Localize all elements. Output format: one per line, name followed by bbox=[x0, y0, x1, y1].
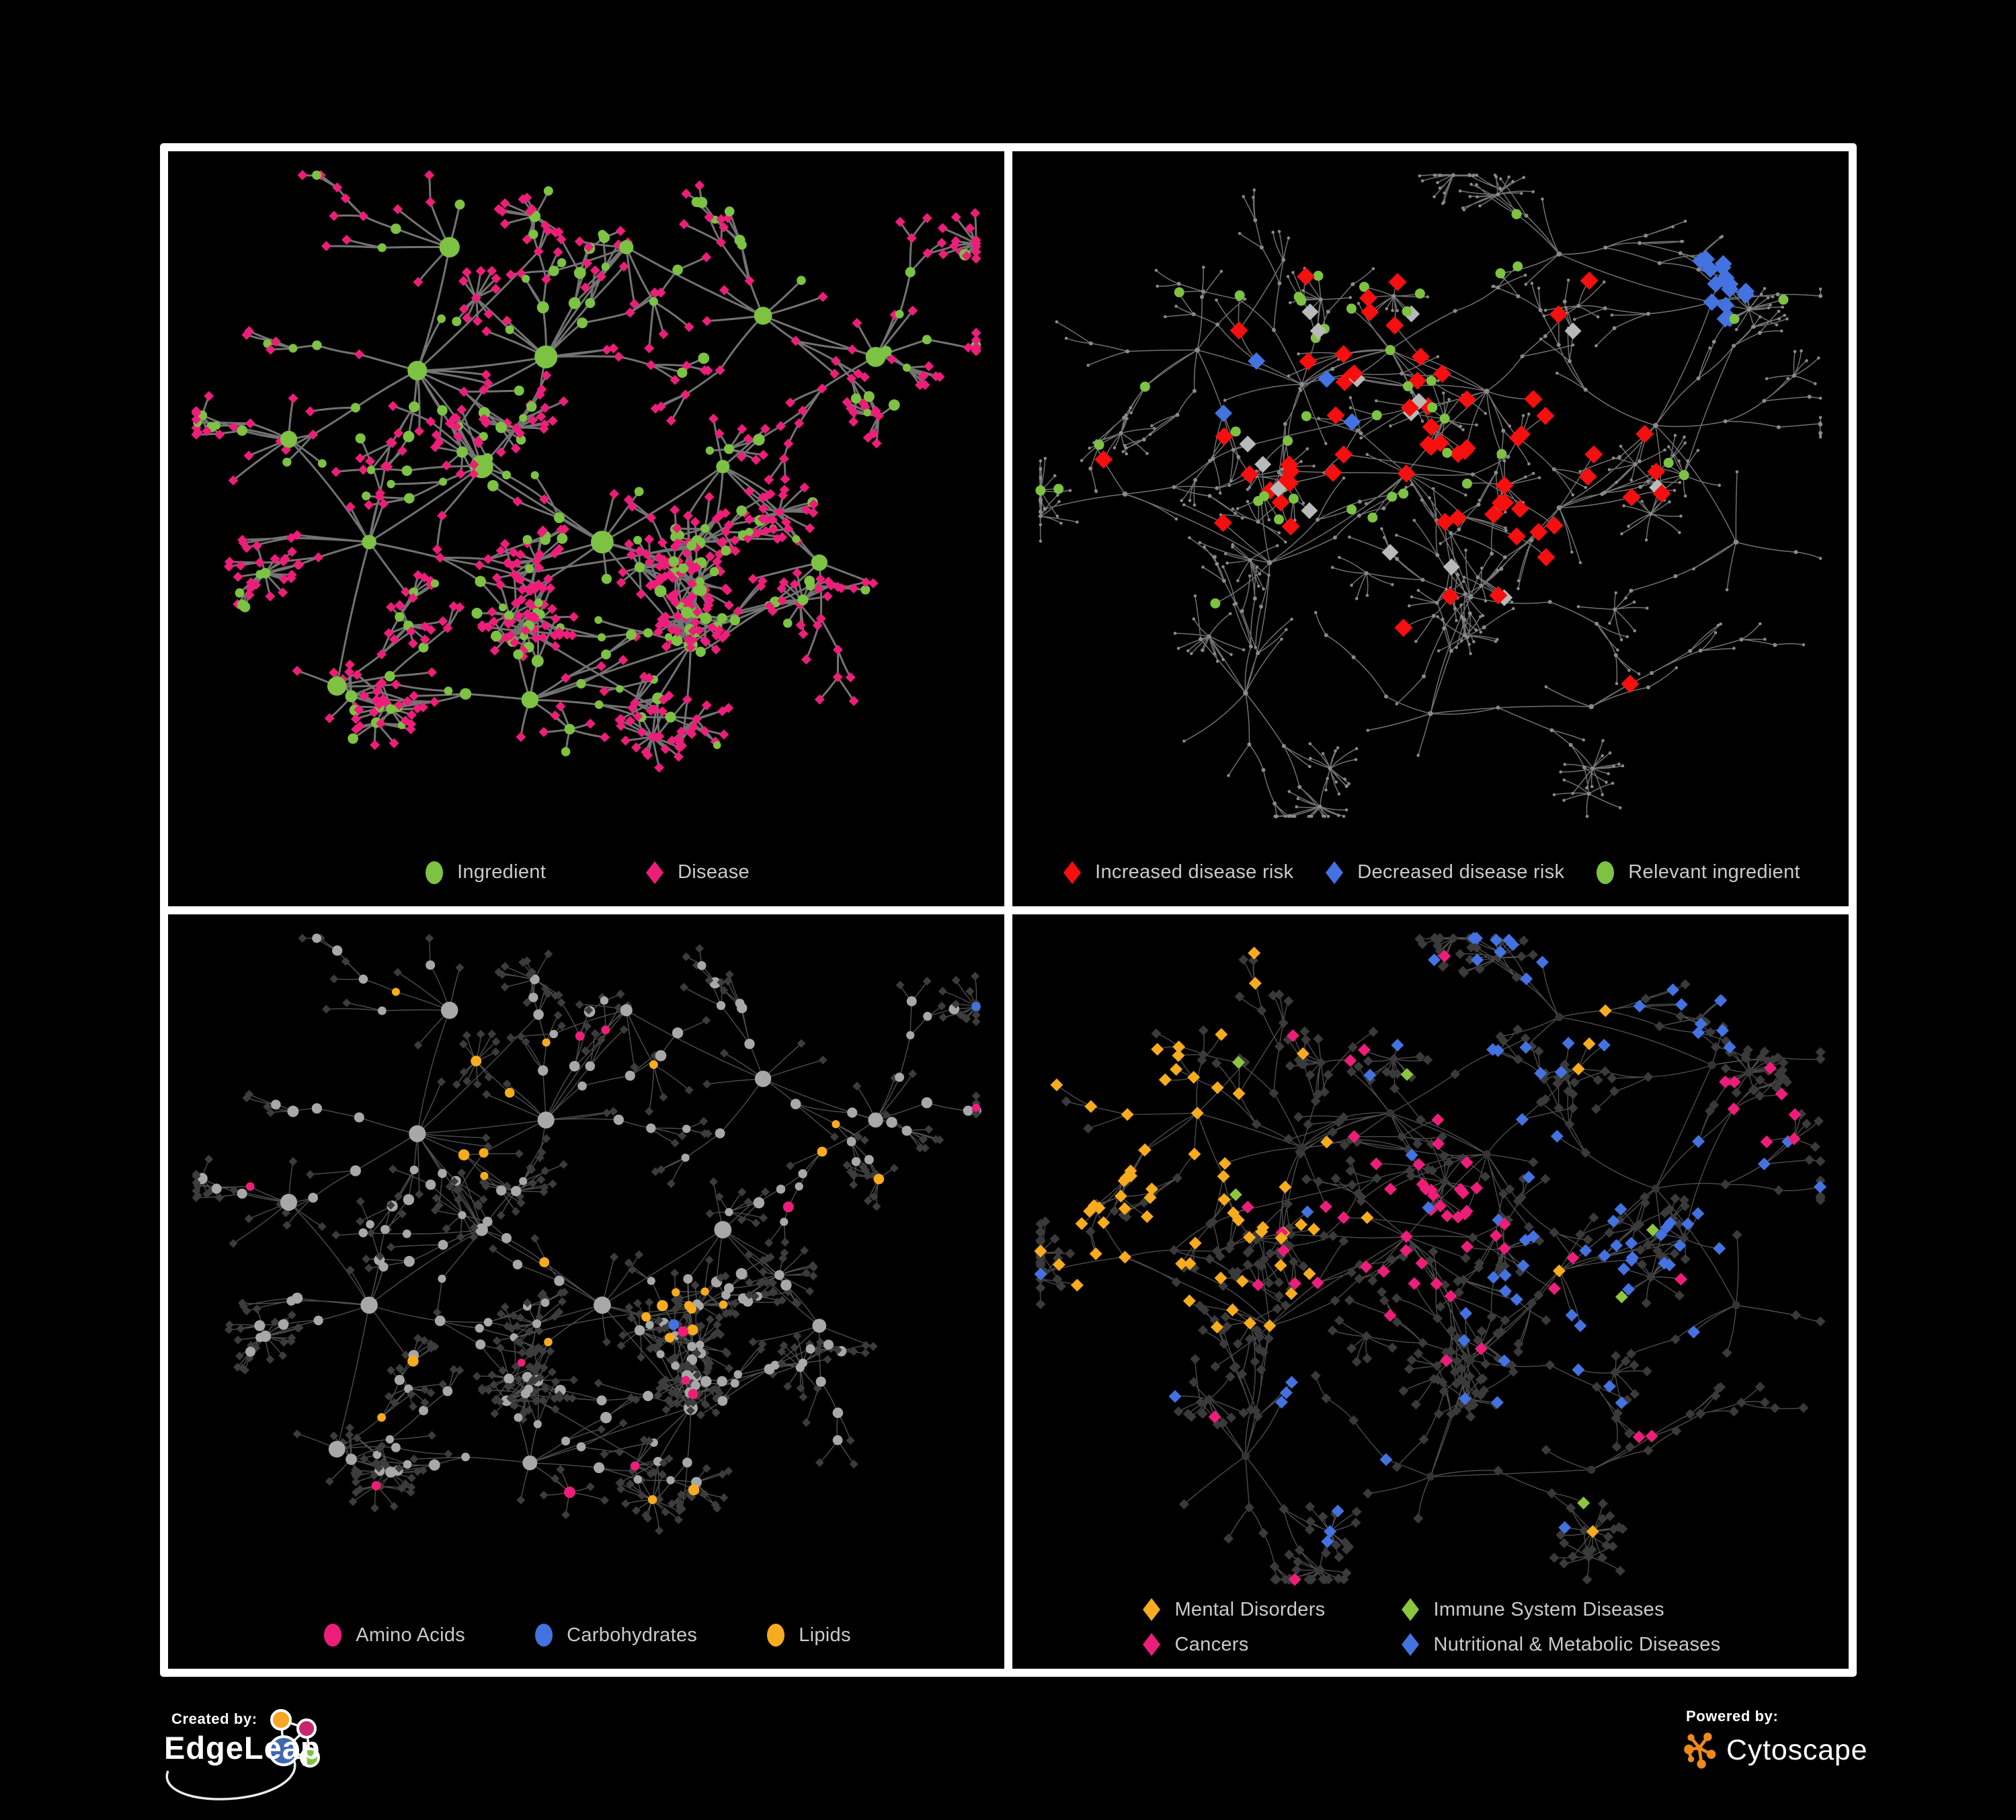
legend-label: Disease bbox=[678, 861, 750, 883]
cytoscape-brand-text: Cytoscape bbox=[1726, 1733, 1868, 1766]
diamond-marker-icon bbox=[1326, 861, 1344, 884]
legend-label: Relevant ingredient bbox=[1628, 861, 1800, 883]
base-nodes bbox=[1038, 173, 1823, 819]
legend-label: Carbohydrates bbox=[567, 1624, 698, 1646]
legend-label: Nutritional & Metabolic Diseases bbox=[1433, 1633, 1721, 1655]
legend-item-lipids: Lipids bbox=[764, 1622, 851, 1649]
legend-item-mental-disorders: Mental Disorders bbox=[1140, 1596, 1325, 1623]
diamond-marker-icon bbox=[1143, 1633, 1161, 1656]
diamond-marker-icon bbox=[1402, 1598, 1420, 1621]
powered-by-block: Powered by: Cytoscape bbox=[1682, 1708, 1924, 1795]
powered-by-label: Powered by: bbox=[1686, 1708, 1779, 1725]
legend-label: Immune System Diseases bbox=[1433, 1598, 1664, 1620]
panel-disease-risk: Increased disease risk Decreased disease … bbox=[1012, 151, 1849, 906]
legend-label: Ingredient bbox=[457, 861, 547, 883]
diamond-marker-icon bbox=[646, 861, 664, 884]
base-nodes bbox=[1035, 933, 1826, 1585]
highlight-nodes bbox=[1034, 931, 1827, 1586]
cytoscape-network-icon bbox=[1684, 1733, 1716, 1769]
legend-item-carbohydrates: Carbohydrates bbox=[532, 1622, 697, 1649]
legend-item-relevant-ingredient: Relevant ingredient bbox=[1594, 859, 1800, 886]
highlight-nodes bbox=[245, 987, 981, 1504]
panel-ingredient-disease: Ingredient Disease bbox=[168, 151, 1004, 906]
legend-item-increased-disease-risk: Increased disease risk bbox=[1061, 859, 1293, 886]
circle-marker-icon bbox=[535, 1624, 553, 1647]
legend-item-ingredient: Ingredient bbox=[423, 859, 546, 886]
legend-label: Increased disease risk bbox=[1095, 861, 1294, 883]
legend-disease-categories: Mental Disorders Immune System Diseases Ca… bbox=[1012, 1596, 1849, 1658]
legend-label: Decreased disease risk bbox=[1357, 861, 1565, 883]
panel-grid-frame: Ingredient Disease Increased disease risk… bbox=[160, 143, 1857, 1677]
edge-lines bbox=[1039, 173, 1822, 817]
network-ingredient-disease bbox=[191, 170, 981, 773]
circle-marker-icon bbox=[767, 1624, 785, 1647]
legend-disease-risk: Increased disease risk Decreased disease … bbox=[1012, 859, 1849, 886]
edgeleap-brand-text: EdgeLeap bbox=[164, 1730, 321, 1766]
cytoscape-logo-row: Cytoscape bbox=[1682, 1731, 1924, 1770]
legend-label: Lipids bbox=[799, 1624, 851, 1646]
panel-nutrient-categories: Amino Acids Carbohydrates Lipids bbox=[168, 914, 1004, 1669]
created-by-block: Created by: EdgeLeap bbox=[161, 1706, 538, 1819]
circle-marker-icon bbox=[324, 1624, 342, 1647]
edge-lines bbox=[1039, 937, 1821, 1580]
highlight-nodes bbox=[1035, 209, 1789, 693]
legend-item-amino-acids: Amino Acids bbox=[321, 1622, 465, 1649]
legend-ingredient-disease: Ingredient Disease bbox=[168, 859, 1004, 886]
network-nutrient-categories bbox=[192, 933, 981, 1535]
legend-item-immune-system-diseases: Immune System Diseases bbox=[1399, 1596, 1664, 1623]
created-by-label: Created by: bbox=[171, 1710, 257, 1727]
legend-label: Amino Acids bbox=[356, 1624, 466, 1646]
legend-label: Cancers bbox=[1174, 1633, 1249, 1655]
base-nodes bbox=[191, 170, 981, 773]
circle-marker-icon bbox=[426, 861, 444, 884]
diamond-marker-icon bbox=[1143, 1598, 1161, 1621]
diamond-marker-icon bbox=[1402, 1633, 1420, 1656]
base-nodes bbox=[192, 933, 981, 1535]
diamond-marker-icon bbox=[1063, 861, 1082, 884]
network-disease-categories bbox=[1034, 931, 1827, 1586]
legend-item-cancers: Cancers bbox=[1140, 1631, 1248, 1658]
legend-item-disease: Disease bbox=[643, 859, 750, 886]
legend-nutrient-categories: Amino Acids Carbohydrates Lipids bbox=[168, 1622, 1004, 1649]
legend-label: Mental Disorders bbox=[1174, 1598, 1326, 1620]
legend-item-nutritional-metabolic-diseases: Nutritional & Metabolic Diseases bbox=[1399, 1631, 1720, 1658]
legend-item-decreased-disease-risk: Decreased disease risk bbox=[1323, 859, 1564, 886]
edgeleap-network-icon bbox=[165, 1709, 320, 1801]
network-disease-risk bbox=[1035, 173, 1823, 819]
panel-disease-categories: Mental Disorders Immune System Diseases Ca… bbox=[1012, 914, 1849, 1669]
circle-marker-icon bbox=[1597, 861, 1615, 884]
